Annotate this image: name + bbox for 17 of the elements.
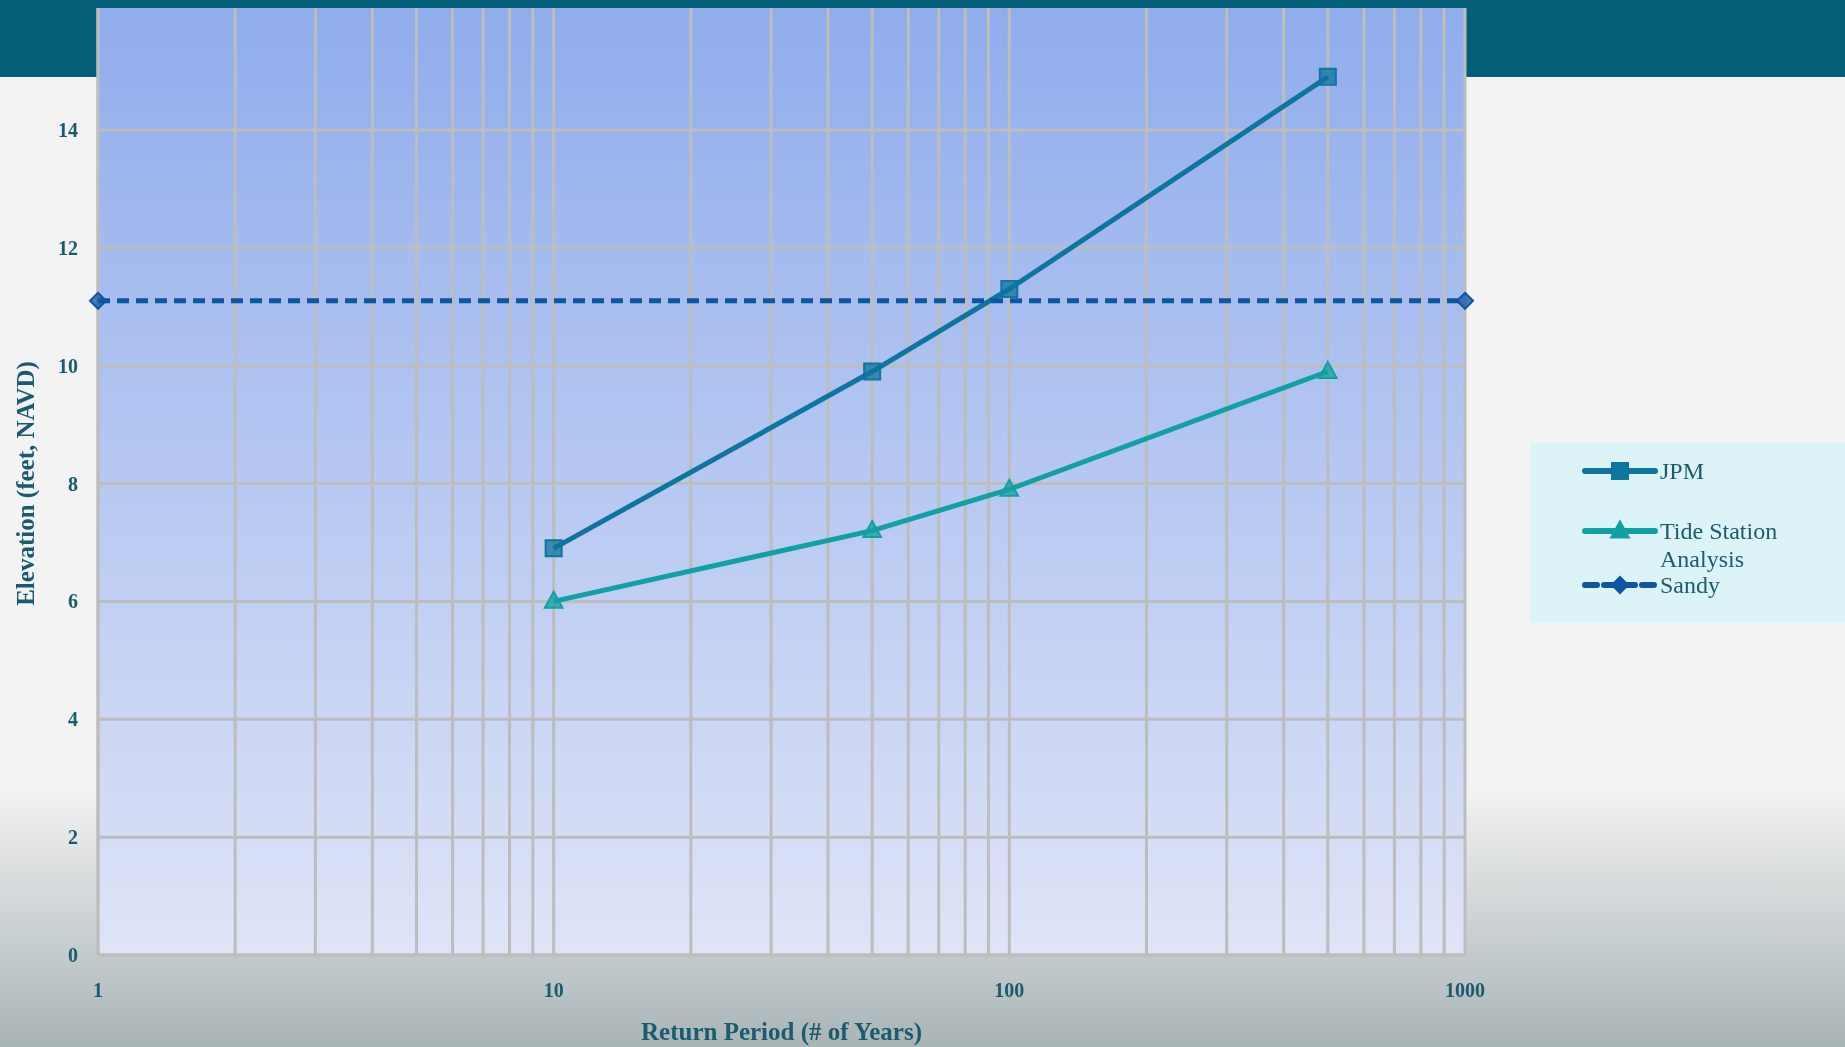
x-axis-title: Return Period (# of Years)	[641, 1018, 922, 1046]
y-tick-label: 4	[68, 708, 78, 731]
x-tick-label: 100	[994, 979, 1025, 1001]
y-tick-label: 8	[68, 472, 78, 495]
y-axis-title: Elevation (feet, NAVD)	[12, 361, 40, 606]
y-tick-label: 0	[68, 944, 78, 966]
y-tick-label: 14	[58, 118, 78, 141]
y-tick-label: 2	[68, 826, 78, 849]
x-tick-label: 10	[543, 979, 564, 1001]
legend-label: Sandy	[1660, 572, 1720, 598]
y-tick-label: 12	[58, 236, 78, 259]
legend-label: Tide Station Analysis	[1660, 518, 1778, 572]
y-tick-label: 10	[58, 354, 78, 377]
x-tick-label: 1000	[1445, 979, 1485, 1001]
x-tick-label: 1	[93, 979, 103, 1001]
y-tick-label: 6	[68, 590, 78, 613]
legend-label: JPM	[1660, 458, 1705, 484]
